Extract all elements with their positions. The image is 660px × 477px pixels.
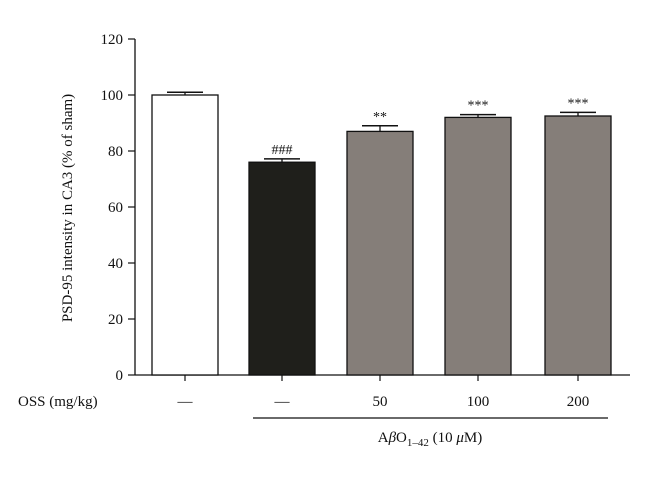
y-tick-label: 80 <box>108 144 123 160</box>
y-axis-title: PSD-95 intensity in CA3 (% of sham) <box>60 94 76 322</box>
group-label-abeta: AβO1–42 (10 μM) <box>378 430 483 449</box>
group-label-suffix-close: M) <box>464 430 482 446</box>
y-tick-label: 0 <box>116 368 124 384</box>
bar <box>151 94 219 376</box>
significance-label: *** <box>468 99 489 114</box>
group-label-beta: β <box>388 430 397 446</box>
category-label: 200 <box>567 394 590 410</box>
category-labels: — — 50 100 200 <box>177 375 590 410</box>
significance-label: ### <box>272 143 293 158</box>
significance-label: ** <box>373 110 387 125</box>
bars: ###***** *** <box>151 91 612 376</box>
group-label-mu: μ <box>455 430 464 446</box>
bar <box>248 161 316 376</box>
row-label-oss: OSS (mg/kg) <box>18 394 98 410</box>
group-label-subscript: 1–42 <box>407 437 429 449</box>
y-tick-label: 40 <box>108 256 123 272</box>
category-label: 100 <box>467 394 490 410</box>
category-label: 50 <box>373 394 388 410</box>
significance-label: *** <box>568 96 589 111</box>
y-tick-label: 100 <box>101 88 124 104</box>
bar <box>444 116 512 376</box>
group-label-prefix: A <box>378 430 389 446</box>
group-label-o: O <box>396 430 407 446</box>
category-label: — <box>274 394 291 410</box>
bar <box>346 130 414 376</box>
bar <box>544 115 612 376</box>
group-label-suffix-open: (10 <box>429 430 457 446</box>
y-tick-label: 120 <box>101 32 124 48</box>
category-label: — <box>177 394 194 410</box>
y-tick-label: 60 <box>108 200 123 216</box>
y-tick-label: 20 <box>108 312 123 328</box>
